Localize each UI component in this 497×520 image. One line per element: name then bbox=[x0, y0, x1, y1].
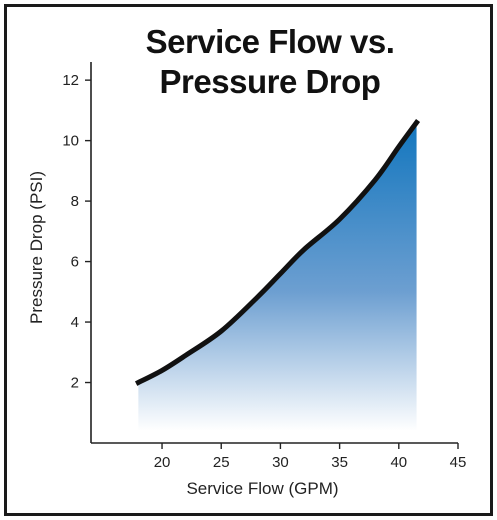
y-tick-label: 4 bbox=[71, 314, 79, 331]
x-tick-label: 20 bbox=[154, 454, 171, 471]
y-tick-label: 10 bbox=[62, 133, 79, 150]
x-tick-label: 30 bbox=[272, 454, 289, 471]
chart-title: Service Flow vs. Pressure Drop bbox=[130, 22, 410, 102]
chart-title-line-1: Service Flow vs. bbox=[145, 23, 395, 60]
y-tick-label: 12 bbox=[62, 72, 79, 89]
x-tick-label: 35 bbox=[331, 454, 348, 471]
y-tick-label: 6 bbox=[71, 254, 79, 271]
x-tick-label: 25 bbox=[213, 454, 230, 471]
chart-title-line-2: Pressure Drop bbox=[159, 63, 381, 100]
y-tick-label: 8 bbox=[71, 193, 79, 210]
x-axis-label: Service Flow (GPM) bbox=[186, 479, 338, 498]
series-line bbox=[134, 118, 421, 386]
y-tick-label: 2 bbox=[71, 375, 79, 392]
y-axis-label: Pressure Drop (PSI) bbox=[27, 171, 46, 324]
x-tick-label: 40 bbox=[390, 454, 407, 471]
x-tick-label: 45 bbox=[450, 454, 467, 471]
